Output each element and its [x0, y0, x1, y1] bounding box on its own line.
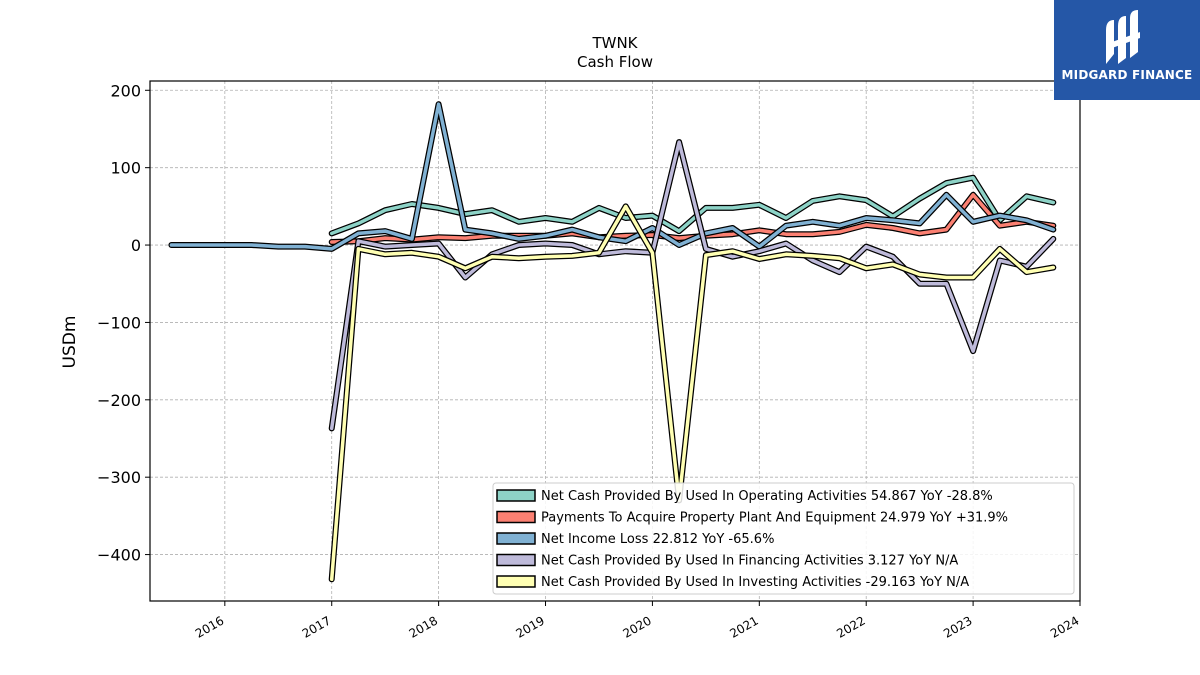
y-tick-label: 200 — [110, 81, 141, 100]
legend-label-4: Net Cash Provided By Used In Investing A… — [541, 575, 969, 590]
series-lines — [168, 101, 1057, 583]
y-axis-label: USDm — [60, 316, 80, 369]
x-tick-label: 2019 — [514, 613, 547, 640]
legend-swatch-2 — [496, 532, 536, 545]
legend-label-0: Net Cash Provided By Used In Operating A… — [541, 489, 993, 504]
legend-swatch-1 — [496, 510, 536, 524]
x-tick-label: 2023 — [941, 613, 974, 640]
chart-subtitle: Cash Flow — [577, 53, 653, 71]
legend-swatch-4 — [496, 575, 536, 588]
legend-label-2: Net Income Loss 22.812 YoY -65.6% — [541, 532, 774, 547]
x-tick-label: 2024 — [1048, 613, 1081, 640]
legend-label-1: Payments To Acquire Property Plant And E… — [541, 511, 1008, 526]
y-tick-label: −300 — [97, 468, 141, 487]
x-tick-label: 2020 — [620, 613, 653, 640]
midgard-logo-icon — [1106, 10, 1140, 64]
y-tick-label: 100 — [110, 159, 141, 178]
logo-text: MIDGARD FINANCE — [1061, 68, 1193, 82]
y-tick-label: −100 — [97, 313, 141, 332]
legend-swatch-3 — [496, 553, 536, 567]
legend-swatch-0 — [496, 489, 536, 502]
y-tick-label: −400 — [97, 546, 141, 565]
x-tick-label: 2021 — [727, 613, 760, 640]
legend: Net Cash Provided By Used In Operating A… — [492, 482, 1075, 595]
series-line-0 — [329, 175, 1056, 236]
chart-title: TWNK — [591, 34, 638, 52]
plot-frame — [149, 80, 1081, 602]
legend-label-3: Net Cash Provided By Used In Financing A… — [541, 554, 958, 569]
y-tick-label: −200 — [97, 391, 141, 410]
series-line-2 — [169, 102, 1056, 251]
x-tick-label: 2022 — [834, 613, 867, 640]
series-line-4 — [329, 204, 1056, 582]
midgard-finance-logo: MIDGARD FINANCE — [1054, 0, 1200, 100]
x-tick-label: 2016 — [193, 613, 226, 640]
x-tick-label: 2017 — [300, 613, 333, 640]
y-tick-label: 0 — [131, 236, 141, 255]
x-tick-label: 2018 — [407, 613, 440, 640]
legend-box — [492, 482, 1075, 595]
